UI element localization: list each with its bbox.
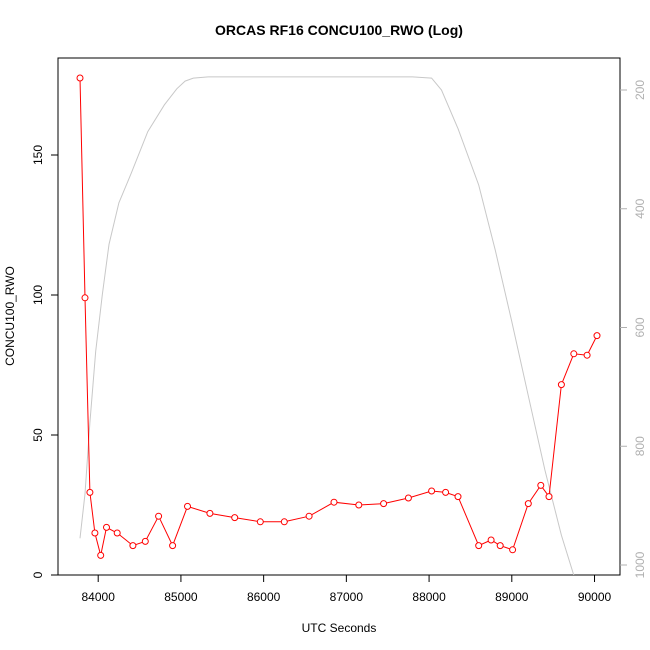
x-tick-label: 84000 xyxy=(82,590,116,604)
data-point xyxy=(442,488,450,496)
data-point xyxy=(380,500,388,508)
y-tick-label: 50 xyxy=(31,428,45,442)
x-axis: 84000 85000 86000 87000 88000 89000 90000 xyxy=(82,575,612,604)
data-point xyxy=(487,536,495,544)
y-axis-label: CONCU100_RWO xyxy=(3,266,17,366)
data-point xyxy=(404,494,412,502)
pressure-series xyxy=(79,76,575,575)
x-tick-label: 85000 xyxy=(164,590,198,604)
data-point xyxy=(509,546,517,554)
y2-tick-label: 800 xyxy=(633,436,647,456)
data-point xyxy=(113,529,121,537)
data-point xyxy=(593,332,601,340)
data-point xyxy=(570,350,578,358)
data-point xyxy=(81,294,89,302)
data-point xyxy=(496,542,504,550)
x-tick-label: 87000 xyxy=(330,590,364,604)
pressure-line xyxy=(79,76,575,575)
series-line xyxy=(79,77,598,556)
data-point xyxy=(86,488,94,496)
data-point xyxy=(355,501,363,509)
data-point xyxy=(155,512,163,520)
data-point xyxy=(583,351,591,359)
y-tick-label: 0 xyxy=(31,571,45,578)
data-point xyxy=(545,493,553,501)
y-tick-label: 150 xyxy=(31,145,45,165)
data-point xyxy=(231,514,239,522)
x-tick-label: 90000 xyxy=(578,590,612,604)
x-tick-label: 89000 xyxy=(495,590,529,604)
data-point xyxy=(97,551,105,559)
right-axis: 200 400 600 800 1000 xyxy=(620,80,647,578)
x-tick-label: 86000 xyxy=(247,590,281,604)
data-point xyxy=(169,542,177,550)
x-tick-label: 88000 xyxy=(412,590,446,604)
data-point xyxy=(91,529,99,537)
data-point xyxy=(557,381,565,389)
data-point xyxy=(256,518,264,526)
x-axis-label: UTC Seconds xyxy=(302,621,377,635)
chart-title: ORCAS RF16 CONCU100_RWO (Log) xyxy=(215,22,463,38)
data-point xyxy=(76,74,84,82)
data-point xyxy=(103,523,110,531)
y2-tick-label: 600 xyxy=(633,317,647,337)
data-point xyxy=(524,500,532,508)
data-point xyxy=(537,481,545,489)
y2-tick-label: 1000 xyxy=(633,551,647,578)
data-point xyxy=(129,542,137,550)
data-point xyxy=(206,509,214,517)
y-axis: 0 50 100 150 xyxy=(31,145,58,578)
y2-tick-label: 200 xyxy=(633,80,647,100)
data-point xyxy=(141,537,149,545)
data-point xyxy=(280,518,288,526)
data-point xyxy=(454,493,462,501)
data-point xyxy=(330,498,338,506)
y2-tick-label: 400 xyxy=(633,198,647,218)
concentration-series xyxy=(76,74,601,559)
data-point xyxy=(305,512,313,520)
data-point xyxy=(475,542,483,550)
plot-frame xyxy=(57,57,621,576)
data-point xyxy=(184,502,191,510)
y-tick-label: 100 xyxy=(31,285,45,305)
data-point xyxy=(428,487,436,495)
